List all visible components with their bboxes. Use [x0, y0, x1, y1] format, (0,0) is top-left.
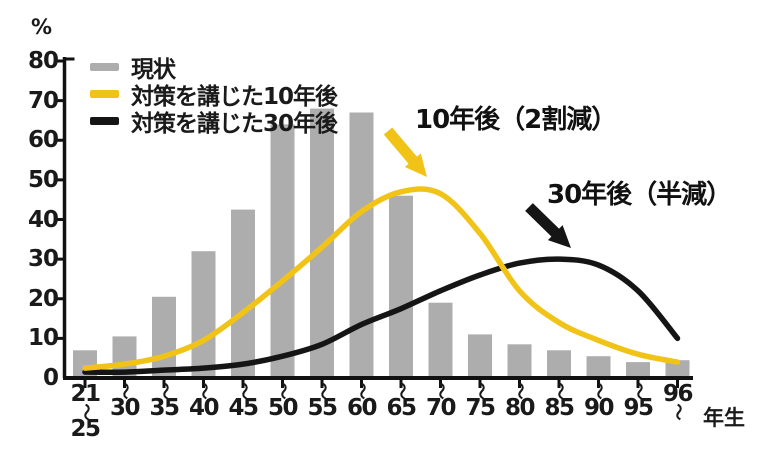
bar: [586, 356, 611, 378]
wave-dash: 〜: [351, 382, 372, 400]
bar: [349, 112, 374, 378]
y-tick-label: 0: [42, 365, 59, 391]
y-axis-unit-label: %: [31, 15, 53, 39]
bar: [665, 360, 690, 378]
wave-dash: 〜: [312, 382, 332, 400]
legend: 現状 対策を講じた10年後 対策を講じた30年後: [90, 53, 338, 137]
x-tick-value: 70: [425, 395, 457, 421]
wave-dash: 〜: [391, 382, 411, 400]
x-tick-label: 〜 50: [261, 382, 305, 421]
y-tick-label: 40: [27, 206, 59, 233]
x-tick-label: 〜 90: [577, 382, 621, 421]
x-tick-value: 21: [70, 381, 101, 407]
bar: [626, 362, 650, 378]
x-tick-label: 〜 55: [300, 382, 344, 421]
wave-dash: 〜: [470, 382, 490, 400]
yellow-arrow-icon: [404, 153, 427, 177]
bar: [231, 209, 255, 378]
bar: [152, 296, 176, 378]
y-tick-label: 20: [27, 285, 59, 312]
x-axis-unit-label: 年生: [703, 406, 745, 430]
x-tick-label: 〜 30: [103, 382, 147, 421]
bar: [428, 302, 453, 378]
y-tick-label: 50: [27, 166, 59, 193]
wave-dash: 〜: [233, 382, 253, 400]
x-tick-value: 55: [307, 395, 338, 421]
x-tick-value: 96: [662, 381, 694, 407]
legend-label-current: 現状: [131, 56, 176, 83]
annotation-30yr: 30年後（半減）: [547, 180, 732, 210]
bar: [547, 350, 571, 378]
y-tick-label: 60: [27, 127, 59, 154]
x-tick-label: 〜 80: [498, 382, 542, 421]
wave-dash: 〜: [667, 403, 688, 421]
black-arrow-icon: [547, 225, 571, 248]
x-tick-value: 60: [346, 395, 378, 421]
y-tick-label: 30: [27, 246, 59, 273]
x-tick-label: 〜 40: [182, 382, 226, 421]
x-tick-value: 50: [267, 395, 299, 421]
bar: [270, 124, 295, 379]
wave-dash: 〜: [430, 382, 451, 400]
x-tick-value: 45: [228, 395, 259, 421]
x-tick-label: 〜 75: [458, 382, 502, 421]
x-tick-label: 〜 45: [221, 382, 265, 421]
x-tick-value: 30: [109, 395, 141, 421]
y-tick-label: 10: [27, 325, 59, 352]
line-10yr: [82, 186, 681, 371]
wave-dash: 〜: [628, 382, 648, 400]
wave-dash: 〜: [588, 382, 609, 400]
x-tick-label: 〜 65: [379, 382, 423, 421]
wave-dash: 〜: [509, 382, 530, 400]
x-tick-value: 75: [465, 395, 496, 421]
x-tick-value: 90: [583, 395, 615, 421]
wave-dash: 〜: [154, 382, 174, 400]
x-tick-label: 〜 70: [419, 382, 463, 421]
x-tick-value: 25: [70, 416, 101, 442]
x-tick-value: 40: [188, 395, 220, 421]
x-tick-label: 21 〜 25: [63, 381, 107, 442]
legend-item-current: 現状: [90, 53, 337, 83]
annotation-10yr: 10年後（2割減）: [415, 105, 617, 135]
black-arrow-icon-shaft: [525, 203, 562, 240]
bar: [191, 251, 216, 378]
legend-swatch-10yr: [90, 89, 119, 98]
x-tick-label: 〜 85: [537, 382, 581, 421]
x-tick-value: 95: [623, 395, 654, 421]
x-tick-label: 96 〜: [656, 381, 700, 421]
yellow-arrow-icon-shaft: [383, 127, 420, 167]
x-tick-value: 80: [504, 395, 536, 421]
line-30yr: [82, 256, 681, 375]
legend-item-10yr: 対策を講じた10年後: [90, 80, 338, 110]
wave-dash: 〜: [75, 403, 95, 421]
x-tick-value: 35: [149, 395, 180, 421]
wave-dash: 〜: [114, 382, 135, 400]
bar: [468, 334, 492, 378]
x-tick-label: 〜 60: [340, 382, 384, 421]
legend-swatch-current: [90, 62, 119, 71]
y-tick-label: 80: [27, 48, 59, 74]
wave-dash: 〜: [549, 382, 569, 400]
y-tick-label: 70: [27, 87, 59, 114]
x-tick-value: 65: [386, 395, 417, 421]
wave-dash: 〜: [193, 382, 214, 400]
legend-label-10yr: 対策を講じた10年後: [131, 83, 338, 110]
x-tick-label: 〜 35: [142, 382, 186, 421]
legend-swatch-30yr: [90, 116, 119, 125]
x-tick-label: 〜 95: [616, 382, 660, 421]
x-tick-value: 85: [544, 395, 575, 421]
wave-dash: 〜: [272, 382, 293, 400]
bar: [389, 195, 413, 378]
legend-label-30yr: 対策を講じた30年後: [131, 110, 338, 137]
bar: [507, 344, 532, 378]
legend-item-30yr: 対策を講じた30年後: [90, 107, 338, 137]
